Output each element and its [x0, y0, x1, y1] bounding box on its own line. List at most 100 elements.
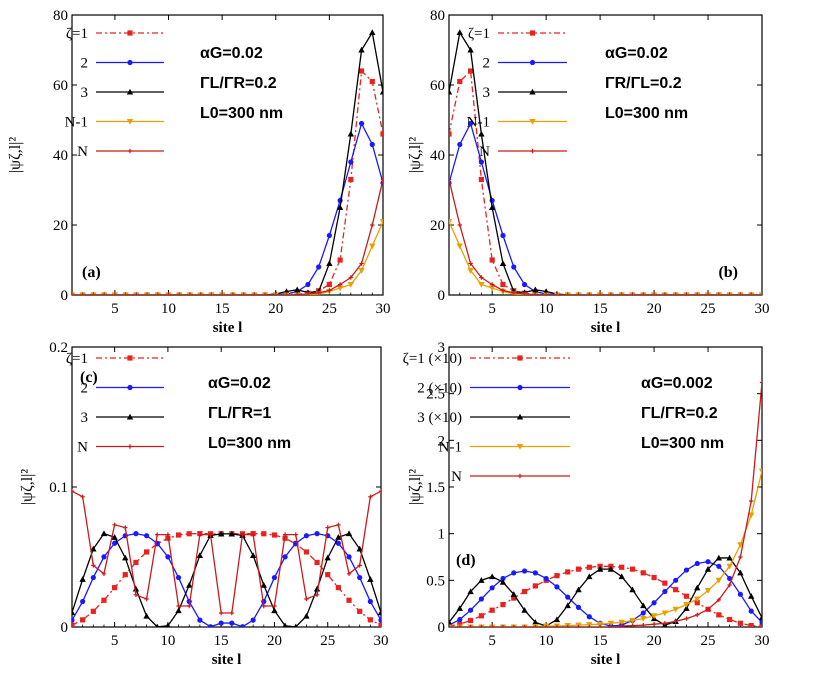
annotation-1: αG=0.02: [208, 375, 271, 392]
data-point: [368, 494, 373, 499]
data-point: [80, 617, 86, 623]
data-point: [478, 281, 485, 288]
y-tick-label: 80: [53, 8, 68, 24]
data-point: [749, 498, 754, 504]
x-tick-label: 15: [593, 633, 608, 649]
data-point: [358, 68, 365, 74]
data-point: [683, 602, 690, 608]
panel-label: (a): [82, 264, 101, 281]
data-point: [284, 292, 289, 295]
data-point: [478, 613, 484, 619]
legend-marker: [517, 384, 523, 391]
data-point: [478, 159, 484, 165]
series-line: [72, 532, 381, 626]
legend-marker: [127, 30, 133, 36]
data-point: [456, 243, 463, 250]
data-point: [359, 261, 364, 266]
series-line: [72, 221, 383, 295]
chart-panel-3: 5 10 15 20 25 30 0 0.1 0.2 site l |ψζ,l|² ζ=1 2 3 NαG=…: [19, 340, 389, 668]
data-point: [478, 596, 484, 602]
data-point: [500, 575, 506, 582]
y-tick-label: 40: [430, 148, 445, 164]
legend-marker: [529, 88, 536, 95]
data-point: [80, 598, 86, 605]
data-point: [467, 120, 474, 127]
plot-area: [449, 380, 762, 627]
series-4: [72, 489, 381, 616]
data-point: [324, 554, 331, 561]
data-point: [759, 623, 762, 627]
data-point: [478, 577, 485, 583]
y-tick-label: 60: [430, 78, 445, 94]
data-point: [100, 530, 108, 537]
data-point: [543, 292, 549, 295]
data-point: [282, 554, 288, 560]
legend-marker: [126, 88, 134, 95]
data-point: [554, 624, 560, 627]
data-point: [336, 285, 344, 292]
data-point: [694, 560, 700, 567]
y-tick-label: 0.1: [49, 480, 68, 496]
data-point: [90, 608, 96, 614]
y-tick-label: 0.5: [426, 573, 445, 589]
x-tick-label: 10: [161, 301, 176, 317]
data-point: [630, 292, 635, 295]
data-point: [208, 532, 213, 537]
annotation-2: ΓL/ΓR=0.2: [200, 75, 277, 92]
data-point: [607, 565, 615, 572]
legend-label: 3: [483, 85, 491, 101]
x-tick-label: 20: [647, 633, 662, 649]
series-3: [72, 530, 381, 627]
data-point: [369, 29, 376, 36]
y-tick-label: 2.5: [426, 387, 445, 403]
y-tick-label: 0: [61, 288, 69, 304]
data-point: [715, 554, 723, 561]
data-point: [196, 552, 204, 559]
data-point: [640, 616, 647, 622]
x-tick-label: 30: [374, 633, 389, 649]
data-point: [532, 583, 538, 589]
data-point: [673, 587, 679, 593]
data-point: [586, 614, 592, 620]
data-point: [500, 281, 506, 288]
data-point: [370, 222, 375, 228]
legend-marker: [516, 443, 524, 450]
data-point: [694, 596, 701, 603]
data-point: [228, 530, 236, 537]
data-point: [640, 570, 646, 576]
chart-panel-1: 5 10 15 20 25 30 0 20 40 60 80 site l |ψζ,l|² ζ=1 2 3 N-…: [7, 8, 391, 336]
data-point: [651, 622, 657, 627]
data-point: [521, 607, 528, 613]
y-tick-label: 60: [53, 78, 68, 94]
x-tick-label: 5: [488, 633, 496, 649]
annotation-2: ΓR/ΓL=0.2: [605, 75, 682, 92]
x-tick-label: 10: [160, 633, 175, 649]
data-point: [510, 591, 517, 597]
data-point: [313, 585, 321, 592]
data-point: [565, 292, 570, 295]
legend: ζ=1 2 3 N-1 N: [467, 26, 567, 160]
series-line: [449, 560, 762, 627]
data-point: [759, 619, 762, 625]
data-point: [650, 613, 658, 619]
data-point: [661, 610, 669, 617]
data-point: [273, 292, 278, 295]
data-point: [521, 568, 528, 574]
data-point: [500, 602, 506, 608]
data-point: [468, 624, 473, 627]
x-tick-label: 25: [701, 301, 716, 317]
data-point: [726, 554, 733, 561]
data-point: [456, 605, 463, 611]
x-tick-label: 10: [539, 301, 554, 317]
data-point: [316, 264, 322, 270]
data-point: [662, 588, 668, 595]
data-point: [726, 563, 733, 570]
data-point: [662, 580, 668, 586]
x-axis-label: site l: [591, 652, 621, 668]
x-tick-label: 15: [214, 633, 229, 649]
data-point: [271, 532, 278, 538]
data-point: [596, 565, 604, 572]
data-point: [143, 612, 150, 619]
data-point: [629, 566, 636, 572]
x-tick-label: 10: [539, 633, 554, 649]
